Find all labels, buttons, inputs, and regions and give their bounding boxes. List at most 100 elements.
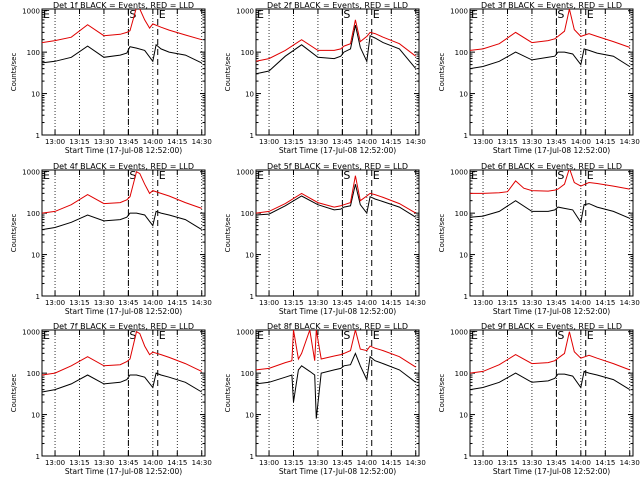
y-tick-label: 1000 xyxy=(450,169,468,177)
y-tick-label: 100 xyxy=(241,370,254,378)
y-tick-label: 1 xyxy=(36,453,40,461)
x-tick-label: 13:30 xyxy=(94,299,114,307)
y-tick-label: 1000 xyxy=(236,329,254,337)
x-tick-label: 13:00 xyxy=(45,138,65,146)
y-tick-label: 10 xyxy=(31,252,40,260)
y-tick-label: 10 xyxy=(459,252,468,260)
panel-2: Det 2f BLACK = Events, RED = LLD 1 10 100 10… xyxy=(224,1,426,155)
x-tick-label: 13:30 xyxy=(308,299,328,307)
plot-frame xyxy=(469,169,634,297)
plot-frame xyxy=(41,8,206,136)
x-tick-label: 13:00 xyxy=(259,138,279,146)
panel-7: Det 7f BLACK = Events, RED = LLD 1 10 100 10… xyxy=(10,322,212,476)
panel-9: Det 9f BLACK = Events, RED = LLD 1 10 100 10… xyxy=(438,322,640,476)
y-tick-label: 100 xyxy=(241,210,254,218)
x-tick-label: 14:15 xyxy=(167,459,187,467)
plot-frame xyxy=(41,169,206,297)
x-axis-label: Start Time (17-Jul-08 12:52:00) xyxy=(65,146,182,155)
marker-label-e_start: E xyxy=(471,329,478,342)
marker-label-s: S xyxy=(343,329,350,342)
marker-label-s: S xyxy=(557,169,564,182)
plot-frame xyxy=(255,169,420,297)
marker-label-e_start: E xyxy=(471,169,478,182)
x-tick-label: 13:30 xyxy=(308,138,328,146)
marker-label-e_start: E xyxy=(257,169,264,182)
marker-label-e_end: E xyxy=(373,329,380,342)
x-axis-label: Start Time (17-Jul-08 12:52:00) xyxy=(279,307,396,316)
x-tick-label: 13:00 xyxy=(473,138,493,146)
marker-label-e_start: E xyxy=(43,169,50,182)
panel-title: Det 8f BLACK = Events, RED = LLD xyxy=(267,322,408,331)
series-line-events xyxy=(470,200,630,224)
x-axis-label: Start Time (17-Jul-08 12:52:00) xyxy=(493,307,610,316)
x-tick-label: 14:00 xyxy=(571,299,591,307)
panel-5: Det 5f BLACK = Events, RED = LLD 1 10 100 10… xyxy=(224,162,426,316)
x-tick-label: 13:00 xyxy=(473,459,493,467)
marker-label-s: S xyxy=(129,8,136,21)
y-tick-label: 10 xyxy=(459,412,468,420)
x-tick-label: 14:15 xyxy=(381,459,401,467)
x-tick-label: 14:15 xyxy=(595,138,615,146)
series-line-lld xyxy=(470,170,630,194)
y-tick-label: 10 xyxy=(31,91,40,99)
series-line-events xyxy=(42,372,202,393)
panel-title: Det 6f BLACK = Events, RED = LLD xyxy=(481,162,622,171)
x-axis-label: Start Time (17-Jul-08 12:52:00) xyxy=(65,467,182,476)
x-tick-label: 14:15 xyxy=(167,138,187,146)
y-tick-label: 1000 xyxy=(236,169,254,177)
marker-label-s: S xyxy=(129,169,136,182)
x-tick-label: 14:30 xyxy=(620,299,640,307)
series-line-events xyxy=(42,43,202,64)
x-tick-label: 13:45 xyxy=(118,299,138,307)
y-tick-label: 100 xyxy=(455,210,468,218)
x-tick-label: 13:00 xyxy=(259,459,279,467)
x-tick-label: 14:30 xyxy=(192,138,212,146)
x-tick-label: 13:45 xyxy=(332,138,352,146)
x-tick-label: 14:30 xyxy=(620,459,640,467)
x-tick-label: 14:00 xyxy=(143,459,163,467)
plot-frame xyxy=(255,329,420,457)
series-line-events xyxy=(470,370,630,391)
x-tick-label: 13:00 xyxy=(259,299,279,307)
plot-frame xyxy=(255,8,420,136)
x-tick-label: 14:30 xyxy=(406,299,426,307)
y-tick-label: 1000 xyxy=(22,329,40,337)
y-axis-label: Counts/sec xyxy=(438,214,446,253)
x-tick-label: 14:30 xyxy=(406,138,426,146)
y-tick-label: 1 xyxy=(464,132,468,140)
y-tick-label: 1 xyxy=(250,132,254,140)
x-tick-label: 13:30 xyxy=(522,138,542,146)
marker-label-e_start: E xyxy=(43,8,50,21)
x-tick-label: 13:15 xyxy=(69,138,89,146)
y-axis-label: Counts/sec xyxy=(10,374,18,413)
x-tick-label: 14:00 xyxy=(571,459,591,467)
x-tick-label: 14:15 xyxy=(595,299,615,307)
y-axis-label: Counts/sec xyxy=(10,53,18,92)
y-axis-label: Counts/sec xyxy=(10,214,18,253)
x-tick-label: 14:00 xyxy=(357,138,377,146)
marker-label-e_end: E xyxy=(159,329,166,342)
x-tick-label: 13:45 xyxy=(332,459,352,467)
y-tick-label: 1 xyxy=(464,453,468,461)
y-tick-label: 1000 xyxy=(22,169,40,177)
x-tick-label: 14:00 xyxy=(357,299,377,307)
y-tick-label: 10 xyxy=(31,412,40,420)
x-tick-label: 13:30 xyxy=(522,459,542,467)
x-tick-label: 13:30 xyxy=(94,459,114,467)
marker-label-e_end: E xyxy=(373,169,380,182)
plot-frame xyxy=(41,329,206,457)
y-tick-label: 10 xyxy=(245,252,254,260)
y-tick-label: 1000 xyxy=(236,8,254,16)
x-tick-label: 14:00 xyxy=(571,138,591,146)
marker-label-e_end: E xyxy=(159,169,166,182)
marker-label-e_end: E xyxy=(587,169,594,182)
marker-label-e_end: E xyxy=(587,329,594,342)
x-tick-label: 13:45 xyxy=(118,459,138,467)
marker-label-s: S xyxy=(557,329,564,342)
x-tick-label: 13:45 xyxy=(546,299,566,307)
x-axis-label: Start Time (17-Jul-08 12:52:00) xyxy=(493,146,610,155)
x-axis-label: Start Time (17-Jul-08 12:52:00) xyxy=(493,467,610,476)
y-axis-label: Counts/sec xyxy=(438,374,446,413)
panel-4: Det 4f BLACK = Events, RED = LLD 1 10 100 10… xyxy=(10,162,212,316)
panel-title: Det 3f BLACK = Events, RED = LLD xyxy=(481,1,622,10)
